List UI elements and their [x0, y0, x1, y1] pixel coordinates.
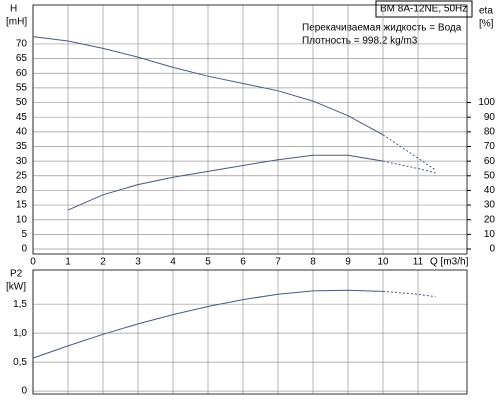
y-tick-label: 25 [16, 170, 28, 181]
series-line [382, 134, 436, 171]
y-tick-label: 70 [16, 39, 28, 50]
y2-axis-label: [%] [479, 19, 494, 30]
series-line [32, 36, 384, 136]
y2-axis-label: eta [479, 6, 493, 17]
x-tick-label: 3 [135, 257, 141, 268]
x-tick-label: 11 [413, 257, 424, 268]
y-axis-label: H [10, 4, 17, 15]
y-tick-label: 0 [21, 244, 27, 255]
y-axis-label: [kW] [6, 282, 26, 293]
y2-tick-label: 10 [484, 229, 496, 240]
y-axis-label: [mH] [6, 17, 27, 28]
series-line [382, 290, 436, 298]
y2-tick-label: 40 [484, 185, 496, 196]
y-tick-label: 30 [16, 156, 28, 167]
y-tick-label: 40 [16, 126, 28, 137]
y-tick-label: 65 [16, 53, 28, 64]
y-tick-label: 45 [16, 112, 28, 123]
plot-frame [32, 269, 468, 395]
y-tick-label: 0 [21, 386, 27, 397]
y2-tick-label: 100 [478, 97, 495, 108]
series-line [67, 154, 384, 211]
x-tick-label: 7 [275, 257, 281, 268]
y2-tick-label: 0 [489, 244, 495, 255]
y-tick-label: 5 [21, 229, 27, 240]
y2-tick-label: 80 [484, 126, 496, 137]
y-tick-label: 0,5 [13, 357, 27, 368]
y2-tick-label: 60 [484, 156, 496, 167]
x-tick-label: 6 [240, 257, 246, 268]
x-axis-label: Q [m3/h] [430, 257, 469, 268]
x-tick-label: 4 [170, 257, 176, 268]
y-tick-label: 15 [16, 200, 28, 211]
x-tick-label: 8 [310, 257, 316, 268]
y2-tick-label: 20 [484, 214, 496, 225]
y2-tick-label: 50 [484, 170, 496, 181]
y-axis-label: P2 [10, 269, 23, 280]
x-tick-label: 10 [377, 257, 389, 268]
y-tick-label: 20 [16, 185, 28, 196]
annotation: Перекачиваемая жидкость = Вода [302, 23, 462, 34]
x-tick-label: 5 [205, 257, 211, 268]
x-tick-label: 9 [345, 257, 351, 268]
y2-tick-label: 90 [484, 112, 496, 123]
y-tick-label: 35 [16, 141, 28, 152]
chart-title: BM 8A-12NE, 50Hz [380, 4, 467, 15]
y-tick-label: 50 [16, 97, 28, 108]
annotation: Плотность = 998.2 kg/m3 [302, 36, 418, 47]
y-tick-label: 1,5 [13, 299, 27, 310]
y2-tick-label: 70 [484, 141, 496, 152]
y-tick-label: 10 [16, 214, 28, 225]
x-tick-label: 0 [30, 257, 36, 268]
y-tick-label: 1,0 [13, 328, 27, 339]
x-tick-label: 1 [65, 257, 71, 268]
y-tick-label: 60 [16, 68, 28, 79]
series-line [32, 289, 384, 359]
y2-tick-label: 30 [484, 200, 496, 211]
x-tick-label: 2 [100, 257, 106, 268]
series-line [382, 160, 436, 174]
plot-frame [32, 4, 468, 255]
y-tick-label: 55 [16, 83, 28, 94]
